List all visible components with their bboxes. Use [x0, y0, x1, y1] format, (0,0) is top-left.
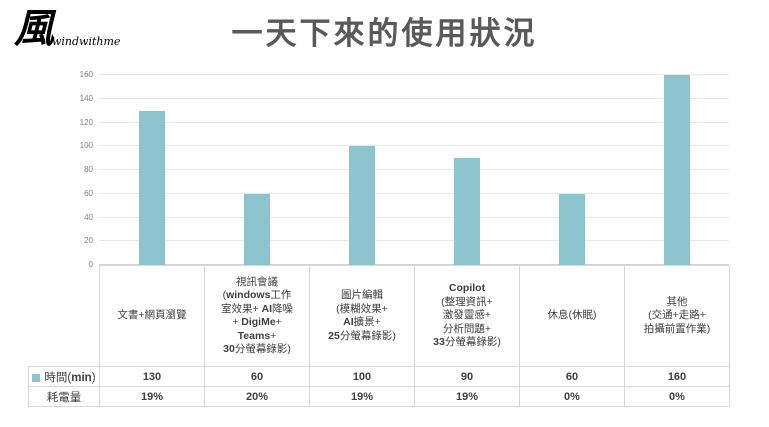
value-cell: 130 [99, 366, 205, 387]
bar [453, 158, 480, 265]
bar-column [204, 75, 309, 265]
plot-area [99, 74, 729, 265]
time-row: 時間(min) 130 60 100 90 60 160 [28, 366, 730, 387]
value-cell: 160 [624, 366, 730, 387]
y-axis-labels: 0 20 40 60 80 100 120 140 160 [38, 71, 93, 269]
bar [138, 110, 165, 265]
bars-layer [99, 75, 729, 265]
bar-column [414, 75, 519, 265]
gridline [99, 192, 729, 194]
bar [663, 75, 690, 265]
y-tick-label: 160 [79, 70, 93, 79]
y-tick-label: 60 [84, 188, 93, 198]
gridline [99, 169, 729, 170]
page-title: 一天下來的使用狀況 [231, 16, 538, 51]
gridline [99, 264, 729, 265]
category-cell: 文書+網頁瀏覽 [99, 265, 205, 367]
category-cell: 圖片編輯 (模糊效果+ AI擴景+ 25分螢幕錄影) [309, 265, 415, 367]
gridline [99, 97, 729, 99]
wind-calligraphy-icon: 風 [14, 5, 54, 52]
category-cell: 其他 (交通+走路+ 拍攝前置作業) [624, 265, 730, 367]
value-cell: 19% [309, 386, 415, 407]
value-cell: 19% [414, 386, 520, 407]
value-cell: 100 [309, 366, 415, 387]
category-row: 文書+網頁瀏覽 視訊會議 (windows工作 室效果+ AI降噪 + DigiM… [28, 265, 730, 367]
value-cell: 60 [204, 366, 310, 387]
value-cell: 90 [414, 366, 520, 387]
bar-column [99, 75, 204, 265]
gridline [99, 240, 729, 242]
series-label-cell: 耗電量 [28, 386, 100, 407]
power-row: 耗電量 19% 20% 19% 19% 0% 0% [28, 386, 730, 407]
category-cell: 視訊會議 (windows工作 室效果+ AI降噪 + DigiMe+ Team… [204, 265, 310, 367]
gridline [99, 121, 729, 123]
y-tick-label: 100 [79, 141, 93, 151]
y-tick-label: 40 [84, 212, 93, 222]
bar-column [309, 75, 414, 265]
series-label-cell: 時間(min) [28, 366, 100, 387]
logo-text: windwithme [52, 35, 121, 48]
value-cell: 19% [99, 386, 205, 407]
gridline [99, 74, 729, 75]
windwithme-logo: 風 windwithme [14, 6, 120, 52]
category-cell: 休息(休眠) [519, 265, 625, 367]
value-cell: 60 [519, 366, 625, 387]
gridline [99, 145, 729, 147]
y-tick-label: 120 [79, 117, 93, 127]
legend-swatch-icon [32, 373, 41, 382]
gridline [99, 216, 729, 218]
bar [348, 146, 375, 265]
value-cell: 0% [519, 386, 625, 407]
series-name: 耗電量 [46, 391, 82, 404]
bar-column [519, 75, 624, 265]
chart-data-table: 文書+網頁瀏覽 視訊會議 (windows工作 室效果+ AI降噪 + DigiM… [28, 265, 730, 407]
value-cell: 0% [624, 386, 730, 407]
corner-cell [28, 265, 100, 367]
value-cell: 20% [204, 386, 310, 407]
y-tick-label: 140 [79, 93, 93, 103]
y-tick-label: 0 [88, 260, 93, 269]
bar-column [624, 75, 729, 265]
series-name: 時間(min) [44, 371, 96, 384]
y-tick-label: 80 [84, 165, 93, 174]
bar [558, 193, 585, 265]
bar [243, 193, 270, 265]
y-tick-label: 20 [84, 236, 93, 246]
category-cell: Copilot (整理資訊+ 激發靈感+ 分析問題+ 33分螢幕錄影) [414, 265, 520, 367]
